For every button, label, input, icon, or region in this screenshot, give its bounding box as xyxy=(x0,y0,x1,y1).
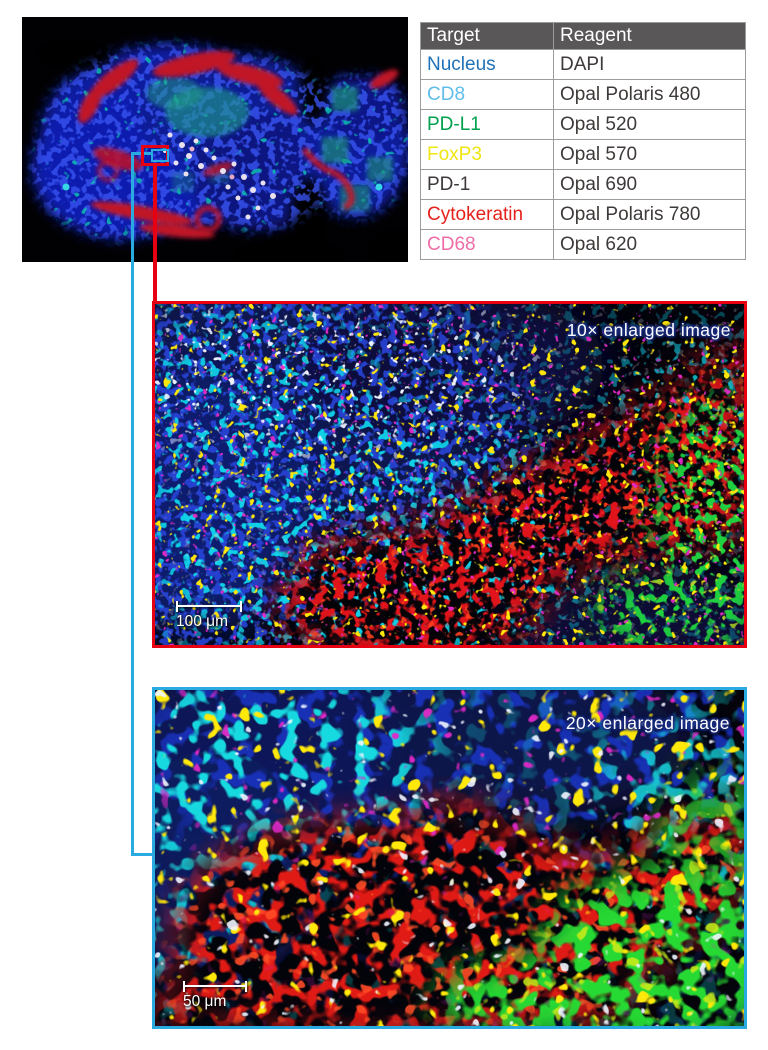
target-cell: PD-L1 xyxy=(420,109,554,140)
whole-slide-art xyxy=(22,17,408,262)
cyan-connector-line xyxy=(131,853,152,856)
scale-bar-label: 50 μm xyxy=(183,993,227,1010)
reagent-cell: Opal Polaris 480 xyxy=(553,79,746,110)
table-row: CD68 Opal 620 xyxy=(420,229,746,260)
panel-10x-label: 10× enlarged image xyxy=(566,320,731,340)
target-cell: PD-1 xyxy=(420,169,554,200)
microscopy-art-10x xyxy=(155,304,744,645)
scale-bar-label: 100 μm xyxy=(176,613,229,630)
target-cell: Nucleus xyxy=(420,49,554,80)
scale-bar-20x: 50 μm xyxy=(183,981,247,1011)
reagent-cell: Opal 520 xyxy=(553,109,746,140)
table-header-row: Target Reagent xyxy=(420,22,746,50)
table-row: CD8 Opal Polaris 480 xyxy=(420,79,746,110)
panel-20x-label: 20× enlarged image xyxy=(565,713,730,733)
target-cell: CD8 xyxy=(420,79,554,110)
target-cell: Cytokeratin xyxy=(420,199,554,230)
column-header-reagent: Reagent xyxy=(553,22,746,50)
reagent-cell: DAPI xyxy=(553,49,746,80)
reagent-cell: Opal Polaris 780 xyxy=(553,199,746,230)
table-row: Cytokeratin Opal Polaris 780 xyxy=(420,199,746,230)
column-header-target: Target xyxy=(420,22,554,50)
table-row: Nucleus DAPI xyxy=(420,49,746,80)
roi-box-20x xyxy=(151,149,169,162)
cyan-connector-line xyxy=(131,152,134,856)
scale-bar-10x: 100 μm xyxy=(176,601,242,631)
reagent-cell: Opal 620 xyxy=(553,229,746,260)
microscopy-art-20x xyxy=(155,690,744,1026)
target-cell: CD68 xyxy=(420,229,554,260)
target-cell: FoxP3 xyxy=(420,139,554,170)
scale-bar-line xyxy=(183,981,247,992)
reagent-cell: Opal 690 xyxy=(553,169,746,200)
scale-bar-line xyxy=(176,601,242,612)
whole-slide-image xyxy=(22,17,408,262)
reagent-table: Target Reagent Nucleus DAPI CD8 Opal Pol… xyxy=(420,22,746,260)
panel-20x: 20× enlarged image 50 μm xyxy=(152,687,747,1029)
red-connector-line xyxy=(153,164,157,301)
table-row: FoxP3 Opal 570 xyxy=(420,139,746,170)
panel-10x: 10× enlarged image 100 μm xyxy=(152,301,747,648)
table-row: PD-1 Opal 690 xyxy=(420,169,746,200)
reagent-cell: Opal 570 xyxy=(553,139,746,170)
table-row: PD-L1 Opal 520 xyxy=(420,109,746,140)
